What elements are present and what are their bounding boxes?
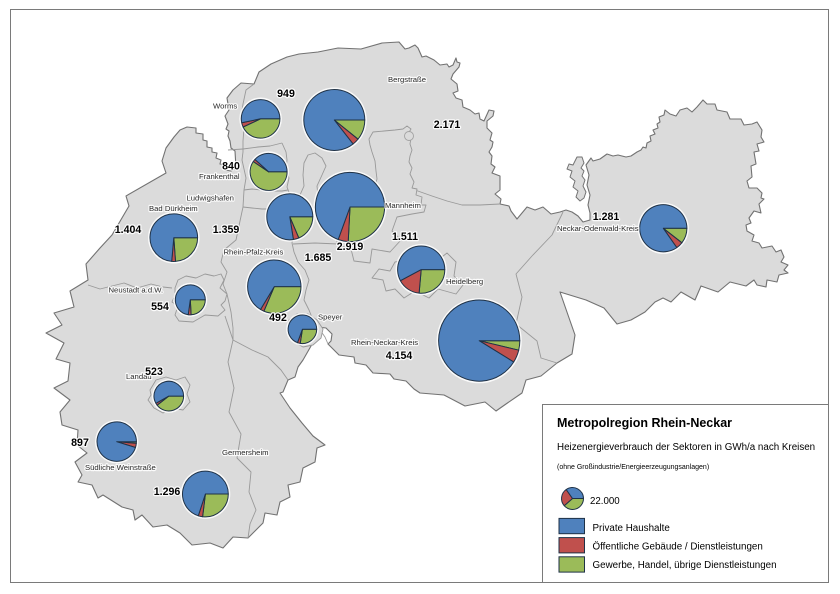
svg-text:Private Haushalte: Private Haushalte <box>593 523 671 534</box>
svg-text:1.511: 1.511 <box>392 231 418 243</box>
svg-text:492: 492 <box>269 312 287 324</box>
svg-text:Rhein-Neckar-Kreis: Rhein-Neckar-Kreis <box>351 338 418 347</box>
svg-text:Worms: Worms <box>213 102 237 111</box>
svg-text:Ludwigshafen: Ludwigshafen <box>187 194 234 203</box>
svg-text:2.171: 2.171 <box>434 119 461 131</box>
svg-text:1.404: 1.404 <box>115 224 142 236</box>
svg-text:Worms: Worms <box>213 102 237 111</box>
svg-text:897: 897 <box>71 437 89 449</box>
svg-text:1.359: 1.359 <box>213 224 240 236</box>
svg-text:2.919: 2.919 <box>337 241 364 253</box>
svg-text:Rhein-Neckar-Kreis: Rhein-Neckar-Kreis <box>351 338 418 347</box>
svg-text:1.281: 1.281 <box>593 211 620 223</box>
svg-text:1.511: 1.511 <box>392 231 418 243</box>
svg-text:(ohne Großindustrie/Energieerz: (ohne Großindustrie/Energieerzeugungsanl… <box>557 464 709 471</box>
svg-text:Gewerbe, Handel, übrige Dienst: Gewerbe, Handel, übrige Dienstleistungen <box>593 560 777 571</box>
svg-text:840: 840 <box>222 161 240 173</box>
svg-text:554: 554 <box>151 301 169 313</box>
svg-text:22.000: 22.000 <box>590 496 620 507</box>
svg-text:Mannheim: Mannheim <box>385 201 421 210</box>
svg-text:Heizenergieverbrauch der Sekto: Heizenergieverbrauch der Sektoren in GWh… <box>557 442 815 453</box>
svg-text:Rhein-Pfalz-Kreis: Rhein-Pfalz-Kreis <box>224 248 284 257</box>
svg-text:Bad Dürkheim: Bad Dürkheim <box>149 204 198 213</box>
svg-text:4.154: 4.154 <box>386 350 413 362</box>
svg-text:1.685: 1.685 <box>305 252 332 264</box>
svg-text:Heidelberg: Heidelberg <box>446 277 483 286</box>
svg-text:1.296: 1.296 <box>154 486 181 498</box>
svg-text:1.359: 1.359 <box>213 224 240 236</box>
svg-text:Speyer: Speyer <box>318 313 343 322</box>
svg-text:Neckar-Odenwald-Kreis: Neckar-Odenwald-Kreis <box>557 224 639 233</box>
svg-text:Neustadt a.d.W.: Neustadt a.d.W. <box>109 285 164 294</box>
svg-text:Frankenthal: Frankenthal <box>199 172 240 181</box>
svg-text:Bergstraße: Bergstraße <box>388 75 426 84</box>
svg-text:Metropolregion Rhein-Neckar: Metropolregion Rhein-Neckar <box>557 416 732 430</box>
svg-text:1.281: 1.281 <box>593 211 620 223</box>
svg-text:Landau: Landau <box>126 372 152 381</box>
svg-text:2.919: 2.919 <box>337 241 364 253</box>
svg-text:Frankenthal: Frankenthal <box>199 172 240 181</box>
svg-text:Südliche Weinstraße: Südliche Weinstraße <box>85 463 156 472</box>
svg-text:Neustadt a.d.W.: Neustadt a.d.W. <box>109 285 164 294</box>
svg-text:Landau: Landau <box>126 372 152 381</box>
svg-text:Öffentliche Gebäude / Dienstle: Öffentliche Gebäude / Dienstleistungen <box>593 542 763 553</box>
svg-text:1.685: 1.685 <box>305 252 332 264</box>
svg-text:1.296: 1.296 <box>154 486 181 498</box>
svg-text:2.171: 2.171 <box>434 119 461 131</box>
svg-text:Bergstraße: Bergstraße <box>388 75 426 84</box>
svg-text:Germersheim: Germersheim <box>222 448 269 457</box>
svg-text:554: 554 <box>151 301 169 313</box>
svg-text:Neckar-Odenwald-Kreis: Neckar-Odenwald-Kreis <box>557 224 639 233</box>
svg-text:Ludwigshafen: Ludwigshafen <box>187 194 234 203</box>
svg-text:4.154: 4.154 <box>386 350 413 362</box>
svg-text:Speyer: Speyer <box>318 313 343 322</box>
svg-text:Südliche Weinstraße: Südliche Weinstraße <box>85 463 156 472</box>
svg-text:897: 897 <box>71 437 89 449</box>
svg-text:523: 523 <box>145 366 163 378</box>
svg-text:840: 840 <box>222 161 240 173</box>
svg-text:Heidelberg: Heidelberg <box>446 277 483 286</box>
svg-text:523: 523 <box>145 366 163 378</box>
svg-text:949: 949 <box>277 88 295 100</box>
svg-text:492: 492 <box>269 312 287 324</box>
svg-text:949: 949 <box>277 88 295 100</box>
svg-text:Rhein-Pfalz-Kreis: Rhein-Pfalz-Kreis <box>224 248 284 257</box>
svg-text:Mannheim: Mannheim <box>385 201 421 210</box>
svg-text:Germersheim: Germersheim <box>222 448 269 457</box>
svg-text:1.404: 1.404 <box>115 224 142 236</box>
svg-text:Bad Dürkheim: Bad Dürkheim <box>149 204 198 213</box>
